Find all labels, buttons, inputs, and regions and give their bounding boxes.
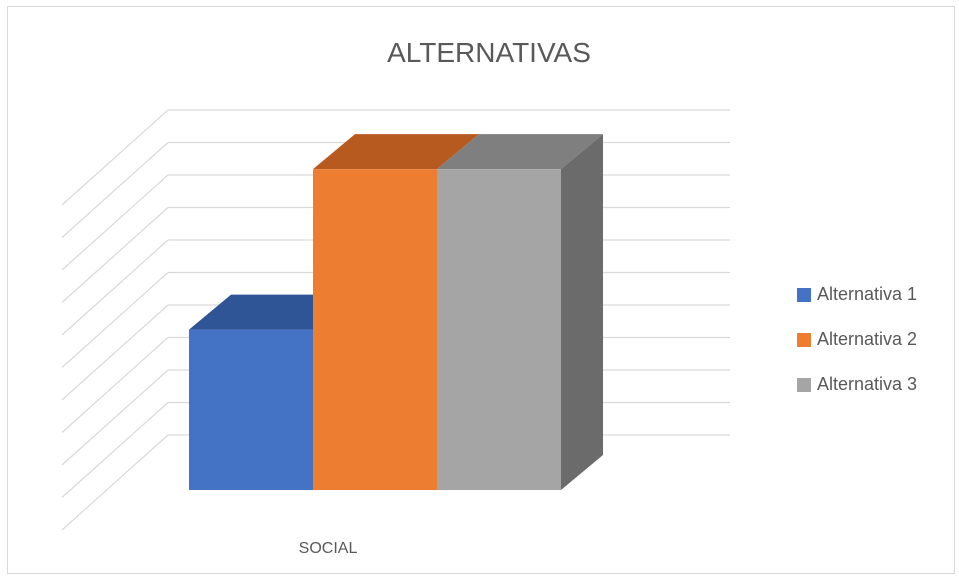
bar-side-face	[561, 134, 603, 490]
legend-label: Alternativa 2	[817, 329, 918, 349]
legend: Alternativa 1 Alternativa 2 Alternativa …	[797, 272, 917, 407]
bar-alternativa-3	[437, 134, 603, 490]
bar-front-face	[437, 169, 561, 490]
category-label: SOCIAL	[299, 540, 358, 557]
bar-alternativa-2	[313, 134, 479, 490]
gridline-side	[61, 304, 169, 401]
chart-title: ALTERNATIVAS	[387, 37, 591, 68]
bar-front-face	[189, 329, 313, 490]
legend-item: Alternativa 2	[797, 317, 917, 362]
legend-swatch-alternativa-2	[797, 332, 811, 347]
legend-swatch-alternativa-3	[797, 377, 811, 392]
gridline-side	[61, 369, 169, 466]
gridline-side	[61, 402, 169, 498]
gridline-side	[61, 434, 169, 531]
gridline-side	[61, 272, 169, 368]
gridline-side	[61, 109, 169, 206]
gridline-side	[61, 337, 169, 433]
bar-front-face	[313, 169, 437, 490]
bar-top-face	[313, 134, 479, 170]
legend-label: Alternativa 1	[817, 284, 918, 304]
legend-swatch-alternativa-1	[797, 287, 811, 302]
gridline-side	[61, 142, 169, 238]
gridline-side	[61, 207, 169, 303]
gridline-side	[61, 239, 169, 336]
legend-label: Alternativa 3	[817, 374, 918, 394]
legend-item: Alternativa 1	[797, 272, 917, 317]
gridline-side	[61, 174, 169, 271]
legend-item: Alternativa 3	[797, 362, 917, 407]
bar-top-face	[437, 134, 603, 170]
